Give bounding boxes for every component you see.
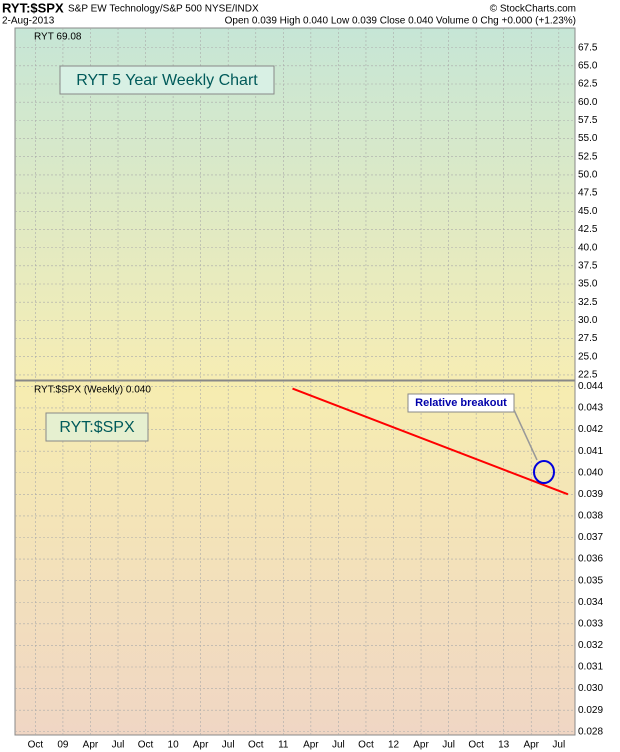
y-tick-label: 42.5	[578, 224, 598, 235]
legend: RYT 69.08	[34, 32, 82, 43]
legend: RYT:$SPX (Weekly) 0.040	[34, 385, 151, 396]
y-tick-label: 0.038	[578, 511, 603, 522]
source: © StockCharts.com	[490, 4, 576, 15]
y-tick-label: 50.0	[578, 170, 598, 181]
y-tick-label: 55.0	[578, 133, 598, 144]
y-tick-label: 0.036	[578, 554, 603, 565]
annotation: Relative breakout	[415, 397, 507, 409]
y-tick-label: 22.5	[578, 370, 598, 381]
chart-title: RYT:$SPX	[59, 419, 135, 436]
y-tick-label: 57.5	[578, 115, 598, 126]
y-tick-label: 37.5	[578, 260, 598, 271]
x-tick-label: Apr	[413, 740, 429, 751]
x-tick-label: Jul	[332, 740, 345, 751]
date: 2-Aug-2013	[2, 16, 55, 27]
symbol: RYT:$SPX	[2, 0, 64, 15]
x-tick-label: Oct	[468, 740, 484, 751]
x-tick-label: Apr	[83, 740, 99, 751]
y-tick-label: 0.034	[578, 597, 603, 608]
x-tick-label: Apr	[303, 740, 319, 751]
y-tick-label: 0.028	[578, 726, 603, 737]
quote: Open 0.039 High 0.040 Low 0.039 Close 0.…	[225, 16, 576, 27]
x-tick-label: 10	[168, 740, 180, 751]
y-tick-label: 27.5	[578, 333, 598, 344]
title-box	[59, 65, 275, 95]
description: S&P EW Technology/S&P 500 NYSE/INDX	[68, 4, 259, 15]
x-tick-label: 09	[57, 740, 69, 751]
x-tick-label: Apr	[523, 740, 539, 751]
y-tick-label: 0.032	[578, 640, 603, 651]
y-tick-label: 52.5	[578, 151, 598, 162]
y-tick-label: 0.044	[578, 381, 603, 392]
x-tick-label: Apr	[193, 740, 209, 751]
y-tick-label: 62.5	[578, 79, 598, 90]
y-tick-label: 0.031	[578, 662, 603, 673]
x-tick-label: Jul	[112, 740, 125, 751]
x-tick-label: Oct	[248, 740, 264, 751]
title-box	[45, 412, 149, 442]
y-tick-label: 0.039	[578, 489, 603, 500]
y-tick-label: 35.0	[578, 279, 598, 290]
y-tick-label: 0.037	[578, 532, 603, 543]
y-tick-label: 0.035	[578, 575, 603, 586]
y-tick-label: 47.5	[578, 188, 598, 199]
x-tick-label: Jul	[552, 740, 565, 751]
y-tick-label: 40.0	[578, 242, 598, 253]
y-tick-label: 0.029	[578, 705, 603, 716]
y-tick-label: 60.0	[578, 97, 598, 108]
x-tick-label: Oct	[138, 740, 154, 751]
y-tick-label: 0.042	[578, 424, 603, 435]
y-tick-label: 32.5	[578, 297, 598, 308]
annotation-box	[407, 393, 515, 413]
x-tick-label: Oct	[358, 740, 374, 751]
y-tick-label: 0.040	[578, 467, 603, 478]
y-tick-label: 65.0	[578, 60, 598, 71]
x-tick-label: 11	[278, 740, 289, 751]
trendline	[292, 387, 569, 496]
y-tick-label: 0.043	[578, 403, 603, 414]
y-tick-label: 0.041	[578, 446, 603, 457]
y-tick-label: 0.030	[578, 683, 603, 694]
x-tick-label: Jul	[222, 740, 235, 751]
x-tick-label: 13	[498, 740, 510, 751]
x-tick-label: 12	[388, 740, 400, 751]
y-tick-label: 67.5	[578, 42, 598, 53]
y-tick-label: 0.033	[578, 618, 603, 629]
y-tick-label: 45.0	[578, 206, 598, 217]
y-tick-label: 25.0	[578, 351, 598, 362]
chart-title: RYT 5 Year Weekly Chart	[76, 72, 258, 89]
x-tick-label: Jul	[442, 740, 455, 751]
plot: 22.5 25.0 27.5 30.0 32.5 35.0 37.5 40.0 42.5 45.0…	[15, 28, 603, 751]
arrow	[513, 409, 538, 461]
y-tick-label: 30.0	[578, 315, 598, 326]
highlight-circle	[533, 460, 555, 484]
x-tick-label: Oct	[28, 740, 44, 751]
